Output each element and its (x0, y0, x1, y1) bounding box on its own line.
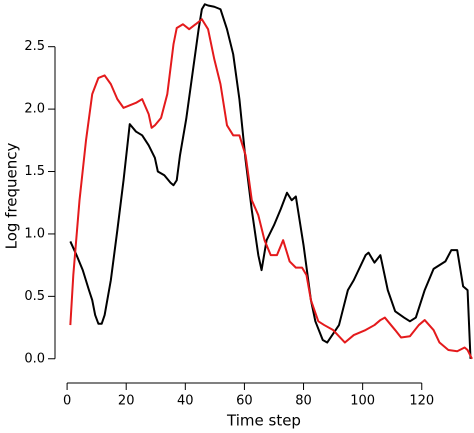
y-axis-label: Log frequency (3, 142, 21, 249)
x-tick-label: 120 (409, 394, 434, 409)
series-line (69, 18, 473, 360)
x-tick-label: 20 (118, 394, 135, 409)
x-tick-label: 60 (236, 394, 253, 409)
x-tick-label: 80 (295, 394, 312, 409)
x-axis-label: Time step (226, 412, 301, 430)
y-tick-label: 1.5 (24, 164, 45, 179)
x-tick-label: 40 (177, 394, 194, 409)
series-line (69, 3, 472, 359)
y-tick-label: 0.5 (24, 289, 45, 304)
y-tick-label: 0.0 (24, 351, 45, 366)
y-tick-label: 1.0 (24, 226, 45, 241)
x-tick-label: 0 (63, 394, 71, 409)
y-tick-label: 2.0 (24, 102, 45, 117)
y-tick-label: 2.5 (24, 39, 45, 54)
x-tick-label: 100 (350, 394, 375, 409)
